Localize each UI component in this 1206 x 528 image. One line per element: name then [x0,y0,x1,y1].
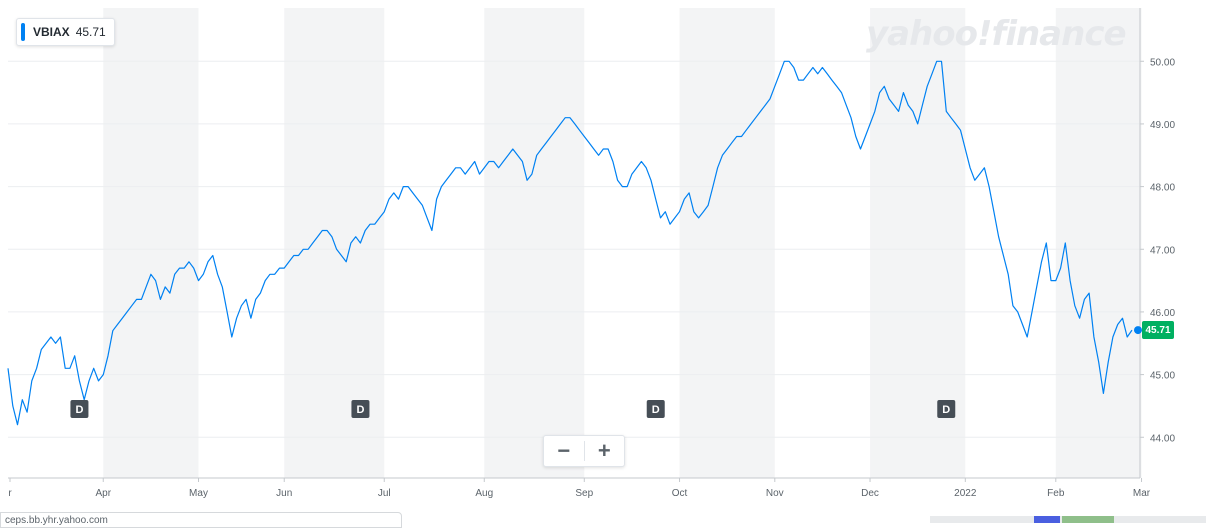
x-tick-label: Feb [1047,488,1065,499]
current-price-tag: 45.71 [1142,321,1174,339]
zoom-controls: − + [543,435,625,467]
y-tick-label: 47.00 [1150,245,1175,256]
y-tick-label: 50.00 [1150,57,1175,68]
dividend-marker [646,400,665,418]
zoom-in-button[interactable]: + [597,438,611,463]
month-band [484,8,585,478]
x-tick-label: Dec [861,488,879,499]
x-tick-label: r [8,488,12,499]
y-tick-label: 45.00 [1150,371,1175,382]
x-tick-label: Jul [378,488,391,499]
dividend-marker-label: D [652,404,660,416]
series-color-swatch [21,23,25,41]
x-tick-label: Nov [766,488,784,499]
dividend-marker-label: D [356,404,364,416]
y-tick-label: 48.00 [1150,183,1175,194]
y-tick-label: 46.00 [1150,308,1175,319]
month-band [1055,8,1142,478]
dividend-marker [937,400,956,418]
dividend-marker-label: D [75,404,83,416]
legend-value: 45.71 [75,25,106,39]
symbol-legend[interactable]: VBIAX 45.71 [16,18,115,46]
dividend-marker [70,400,89,418]
legend-symbol: VBIAX [33,25,70,39]
price-line [7,60,1133,426]
yahoo-finance-logo: yahoo!finance [866,14,1127,54]
y-tick-label: 49.00 [1150,120,1175,131]
x-tick-label: Jun [276,488,292,499]
x-tick-label: Aug [475,488,493,499]
x-tick-label: Oct [672,488,688,499]
month-band [870,8,966,478]
x-tick-label: May [189,488,208,499]
x-tick-label: Mar [1133,488,1151,499]
status-bar-url: ceps.bb.yhr.yahoo.com [0,512,402,528]
month-band [679,8,775,478]
x-tick-label: 2022 [954,488,977,499]
y-tick-label: 44.00 [1150,433,1175,444]
zoom-out-button[interactable]: − [557,438,571,463]
month-band [103,8,199,478]
dividend-marker [351,400,370,418]
thumbnail-image-b [1062,516,1114,523]
zoom-divider [583,441,585,461]
x-tick-label: Apr [95,488,111,499]
x-tick-label: Sep [575,488,593,499]
thumbnail-image-a [1034,516,1060,523]
last-price-dot [1134,326,1142,335]
dividend-marker-label: D [942,404,950,416]
